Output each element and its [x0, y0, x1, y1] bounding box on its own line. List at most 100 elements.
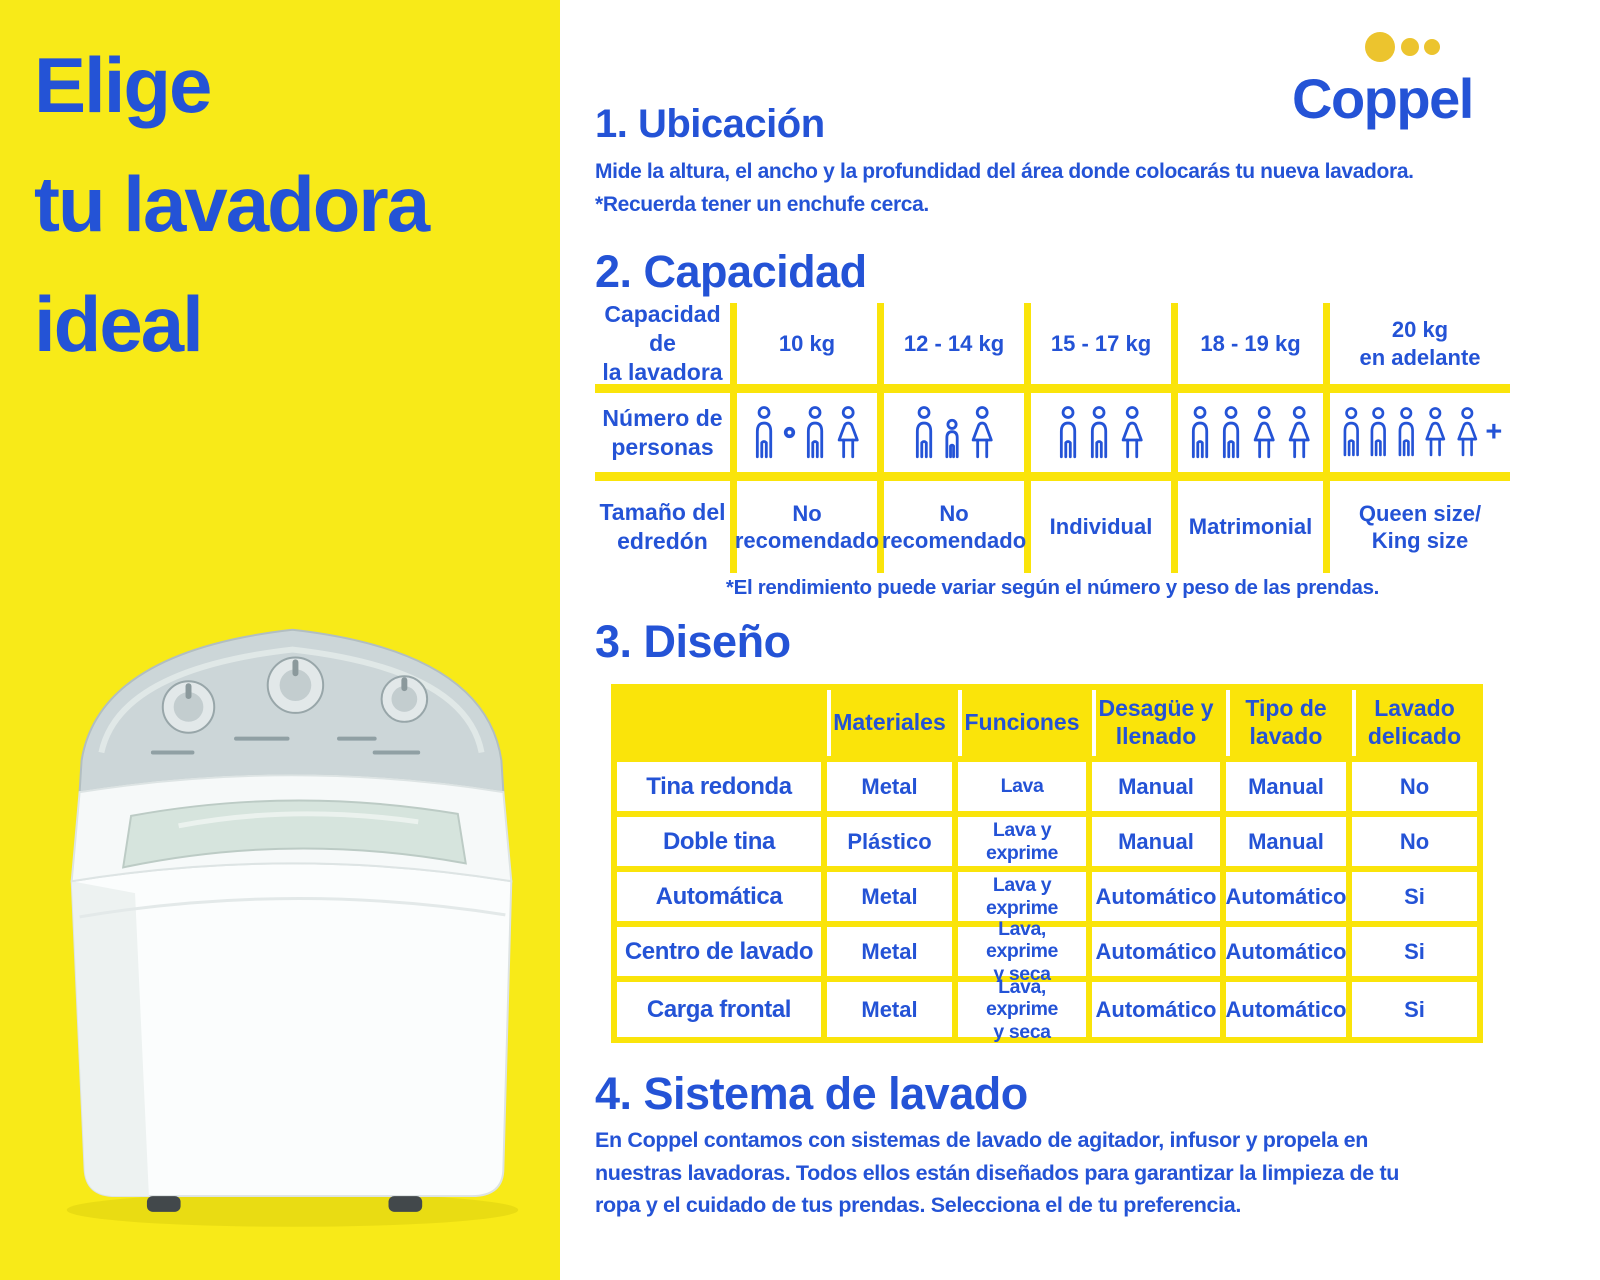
people-icons-20kg-plus: + — [1330, 393, 1510, 481]
comforter-cell-15-17kg: Individual — [1031, 481, 1178, 573]
people-icons-18-19kg — [1178, 393, 1330, 481]
person-man-icon — [1343, 407, 1359, 457]
comforter-cell-12-14kg: No recomendado — [882, 481, 1031, 573]
washer-knob-left — [161, 680, 216, 734]
section-3-heading: 3. Diseño — [595, 616, 791, 667]
washer-body-side-shade — [71, 881, 149, 1197]
comforter-row-label: Tamaño del edredón — [595, 481, 737, 573]
person-woman-icon — [1425, 407, 1446, 457]
design-cell: Manual — [1226, 817, 1352, 872]
washer-glass-reflection — [178, 811, 419, 829]
person-man-icon — [1222, 405, 1239, 458]
design-cell: Si — [1352, 872, 1477, 927]
design-table: Materiales Funciones Desagüe y llenado T… — [611, 684, 1483, 1043]
coppel-logo-graphic: Coppel — [1292, 32, 1474, 130]
logo-wordmark: Coppel — [1292, 67, 1473, 130]
design-header-desague: Desagüe y llenado — [1092, 690, 1226, 762]
coppel-logo: Coppel — [1290, 24, 1502, 130]
washer-knob-center — [266, 656, 325, 714]
person-child-icon — [945, 418, 959, 458]
design-cell: Automático — [1092, 982, 1226, 1037]
design-row-label: Doble tina — [617, 817, 827, 872]
person-woman-icon — [837, 405, 859, 458]
plus-icon: + — [1485, 416, 1503, 448]
design-cell: Automático — [1226, 982, 1352, 1037]
section-1-heading: 1. Ubicación — [595, 102, 825, 146]
design-cell: Manual — [1092, 817, 1226, 872]
section-4-body: En Coppel contamos con sistemas de lavad… — [595, 1128, 1400, 1218]
design-cell: No — [1352, 817, 1477, 872]
section-2-heading: 2. Capacidad — [595, 246, 867, 297]
logo-dot-medium — [1401, 38, 1419, 56]
person-man-icon — [1059, 405, 1076, 458]
design-cell: Automático — [1226, 872, 1352, 927]
logo-dot-large — [1365, 32, 1395, 62]
washing-machine-photo — [66, 628, 519, 1227]
section-1-body: Mide la altura, el ancho y la profundida… — [595, 160, 1414, 216]
design-row-label: Tina redonda — [617, 762, 827, 817]
people-row-label: Número de personas — [595, 393, 737, 481]
capacity-cell-20kg-plus: 20 kg en adelante — [1330, 303, 1510, 393]
person-man-icon — [755, 405, 772, 458]
capacity-row-label: Capacidad de la lavadora — [595, 301, 737, 393]
page-title: Elige tu lavadora ideal — [34, 41, 430, 368]
person-woman-icon — [1457, 407, 1477, 457]
washer-foot-right — [388, 1196, 423, 1212]
capacity-footnote: *El rendimiento puede variar según el nú… — [725, 576, 1380, 599]
person-man-icon — [1191, 405, 1208, 458]
washer-knob-right — [380, 675, 429, 723]
people-icons-15-17kg — [1031, 393, 1178, 481]
capacity-cell-18-19kg: 18 - 19 kg — [1178, 303, 1330, 393]
design-row-label: Centro de lavado — [617, 927, 827, 982]
design-header-tipo-lavado: Tipo de lavado — [1226, 690, 1352, 762]
comforter-cell-20kg-plus: Queen size/ King size — [1358, 500, 1482, 554]
design-cell: Automático — [1092, 927, 1226, 982]
washer-foot-left — [146, 1196, 181, 1212]
design-cell: Manual — [1226, 762, 1352, 817]
person-woman-icon — [1253, 405, 1275, 458]
person-man-icon — [915, 405, 932, 458]
design-cell: Lava — [958, 762, 1092, 817]
or-separator-icon — [783, 426, 795, 439]
design-cell: Lava, exprime y seca — [958, 918, 1092, 985]
left-yellow-panel: Elige tu lavadora ideal — [0, 0, 560, 1280]
design-cell: Manual — [1092, 762, 1226, 817]
design-cell: Si — [1352, 927, 1477, 982]
person-woman-icon — [1121, 405, 1143, 458]
design-cell: Metal — [827, 982, 958, 1037]
design-cell: Metal — [827, 762, 958, 817]
comforter-cell-10kg: No recomendado — [735, 481, 884, 573]
person-woman-icon — [971, 405, 993, 458]
washer-shadow — [66, 1193, 519, 1227]
washer-panel-markings — [150, 736, 421, 755]
person-woman-icon — [1288, 405, 1310, 458]
capacity-table: Capacidad de la lavadora 10 kg 12 - 14 k… — [595, 301, 1510, 573]
design-header-lavado-delicado: Lavado delicado — [1352, 690, 1477, 762]
design-cell: Metal — [827, 872, 958, 927]
design-row-label: Carga frontal — [617, 982, 827, 1037]
person-man-icon — [1090, 405, 1107, 458]
section-4-heading: 4. Sistema de lavado — [595, 1068, 1028, 1119]
design-cell: No — [1352, 762, 1477, 817]
person-man-icon — [806, 405, 823, 458]
design-cell: Plástico — [827, 817, 958, 872]
design-cell: Lava, exprime y seca — [958, 976, 1092, 1043]
design-cell: Lava y exprime — [958, 817, 1092, 872]
person-man-icon — [1398, 407, 1414, 457]
design-cell: Metal — [827, 927, 958, 982]
logo-dot-small — [1424, 39, 1440, 55]
washer-panel-highlight — [98, 646, 485, 754]
design-cell: Si — [1352, 982, 1477, 1037]
capacity-cell-15-17kg: 15 - 17 kg — [1031, 303, 1178, 393]
design-cell: Automático — [1226, 927, 1352, 982]
design-header-materiales: Materiales — [827, 690, 958, 762]
design-cell: Lava y exprime — [958, 872, 1092, 927]
design-header-corner — [617, 690, 827, 762]
capacity-cell-12-14kg: 12 - 14 kg — [884, 303, 1031, 393]
design-row-label: Automática — [617, 872, 827, 927]
person-man-icon — [1370, 407, 1387, 457]
design-cell: Automático — [1092, 872, 1226, 927]
comforter-cell-18-19kg: Matrimonial — [1178, 481, 1330, 573]
people-icons-10kg — [737, 393, 884, 481]
capacity-cell-10kg: 10 kg — [737, 303, 884, 393]
